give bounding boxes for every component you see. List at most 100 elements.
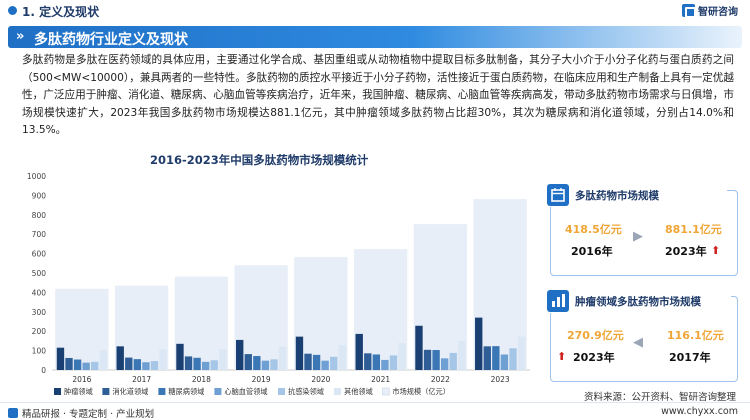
total-market-bar xyxy=(114,285,169,370)
start-year: 2023年 xyxy=(573,351,615,364)
card-title: 多肽药物市场规模 xyxy=(575,189,659,202)
y-tick-label: 1000 xyxy=(27,172,46,181)
field-bar xyxy=(116,346,124,370)
field-bar xyxy=(244,354,252,370)
field-bar xyxy=(355,333,363,370)
field-bar xyxy=(389,355,398,370)
x-tick-label: 2020 xyxy=(311,375,330,384)
field-bar xyxy=(372,354,381,370)
field-bar xyxy=(278,346,287,370)
field-bar xyxy=(65,357,73,370)
field-bar xyxy=(133,359,142,370)
legend-swatch xyxy=(102,388,110,395)
field-bar xyxy=(295,336,304,370)
field-bar xyxy=(253,356,261,370)
y-tick-label: 700 xyxy=(32,230,47,239)
start-value: 270.9亿元 xyxy=(567,329,624,342)
field-bar xyxy=(500,354,509,370)
field-bar xyxy=(210,360,218,370)
legend-label: 消化道领域 xyxy=(112,387,148,396)
chart-title: 2016-2023年中国多肽药物市场规模统计 xyxy=(150,153,369,167)
x-tick-label: 2021 xyxy=(371,375,390,384)
y-tick-label: 900 xyxy=(32,191,47,200)
total-market-bar xyxy=(473,199,527,370)
legend-label: 其他领域 xyxy=(344,387,373,396)
x-tick-label: 2019 xyxy=(252,375,271,384)
legend-swatch xyxy=(334,388,341,395)
total-market-bar xyxy=(174,276,229,370)
brand-logo: 智研咨询 xyxy=(682,3,738,18)
field-bar xyxy=(184,356,193,370)
legend-swatch xyxy=(158,388,166,395)
field-bar xyxy=(176,343,184,370)
total-market-bar xyxy=(234,265,288,370)
brand-name: 智研咨询 xyxy=(698,7,738,18)
y-tick-label: 100 xyxy=(32,347,47,356)
legend-label: 肿瘤领域 xyxy=(64,387,93,396)
field-bar xyxy=(398,343,406,370)
logo-icon xyxy=(682,4,696,18)
field-bar xyxy=(338,345,346,370)
start-year: 2016年 xyxy=(571,245,613,258)
field-bar xyxy=(475,317,483,370)
market-size-chart: 0 100 200 300 400 500 600 700 800 900 1000 2016 2017… xyxy=(27,172,530,396)
legend-swatch xyxy=(54,388,61,395)
arrow-up-icon: ⬆ xyxy=(557,350,567,363)
field-bar xyxy=(304,353,312,370)
arrow-up-icon: ⬆ xyxy=(711,244,721,257)
calendar-icon xyxy=(547,184,569,206)
field-bar xyxy=(312,354,321,370)
end-value: 881.1亿元 xyxy=(665,223,722,236)
arrow-left-icon: ◀ xyxy=(633,335,643,350)
card-body: 418.5亿元 2016年 ▶ 881.1亿元 2023年 ⬆ xyxy=(551,213,737,275)
title-banner: » 多肽药物行业定义及现状 xyxy=(8,26,742,48)
total-market-bar xyxy=(55,288,109,370)
field-bar xyxy=(483,346,491,370)
field-bar xyxy=(440,358,449,370)
footer-url[interactable]: www.chyxx.com xyxy=(661,406,738,417)
legend-label: 市场规模（亿元） xyxy=(392,387,450,396)
y-tick-label: 600 xyxy=(32,250,47,259)
field-bar xyxy=(458,340,466,370)
field-bar xyxy=(193,357,201,370)
top-bar: 1. 定义及现状 智研咨询 xyxy=(0,0,750,22)
card-header: 肿瘤领域多肽药物市场规模 xyxy=(547,289,731,313)
x-tick-label: 2018 xyxy=(192,375,211,384)
field-bar xyxy=(449,352,457,370)
bar-chart-icon xyxy=(547,290,569,312)
field-bar xyxy=(159,349,167,370)
field-bar xyxy=(492,346,500,370)
intro-paragraph: 多肽药物是多肽在医药领域的具体应用，主要通过化学合成、基因重组或从动物植物中提取… xyxy=(22,54,734,137)
field-bar xyxy=(99,350,107,370)
field-bar xyxy=(125,357,133,370)
field-bar xyxy=(91,361,99,370)
x-tick-label: 2016 xyxy=(72,375,91,384)
field-bar xyxy=(321,360,329,370)
y-tick-label: 400 xyxy=(32,288,47,297)
field-bar xyxy=(364,353,372,370)
footer-tagline: 精品研报 · 专题定制 · 产业规划 xyxy=(22,409,155,420)
y-tick-label: 200 xyxy=(32,327,47,336)
card-body: 270.9亿元 ⬆ 2023年 ◀ 116.1亿元 2017年 xyxy=(551,319,737,381)
y-tick-label: 500 xyxy=(32,269,47,278)
field-bar xyxy=(415,325,423,370)
field-bar xyxy=(381,359,389,370)
bullet-icon xyxy=(8,6,17,15)
card-header: 多肽药物市场规模 xyxy=(547,183,727,207)
total-market-bar xyxy=(294,257,348,370)
field-bar xyxy=(432,350,440,370)
end-value: 116.1亿元 xyxy=(667,329,724,342)
legend-swatch xyxy=(214,388,222,395)
field-bar xyxy=(201,361,210,370)
field-bar xyxy=(330,356,338,370)
field-bar xyxy=(150,361,159,370)
arrow-right-icon: ▶ xyxy=(633,229,643,244)
legend-swatch xyxy=(278,388,285,395)
start-value: 418.5亿元 xyxy=(565,223,622,236)
y-tick-label: 300 xyxy=(32,308,47,317)
total-market-bar xyxy=(353,249,408,370)
field-bar xyxy=(142,362,150,370)
end-year: 2017年 xyxy=(669,351,711,364)
field-bar xyxy=(261,360,270,370)
legend-label: 抗感染领域 xyxy=(288,387,324,396)
